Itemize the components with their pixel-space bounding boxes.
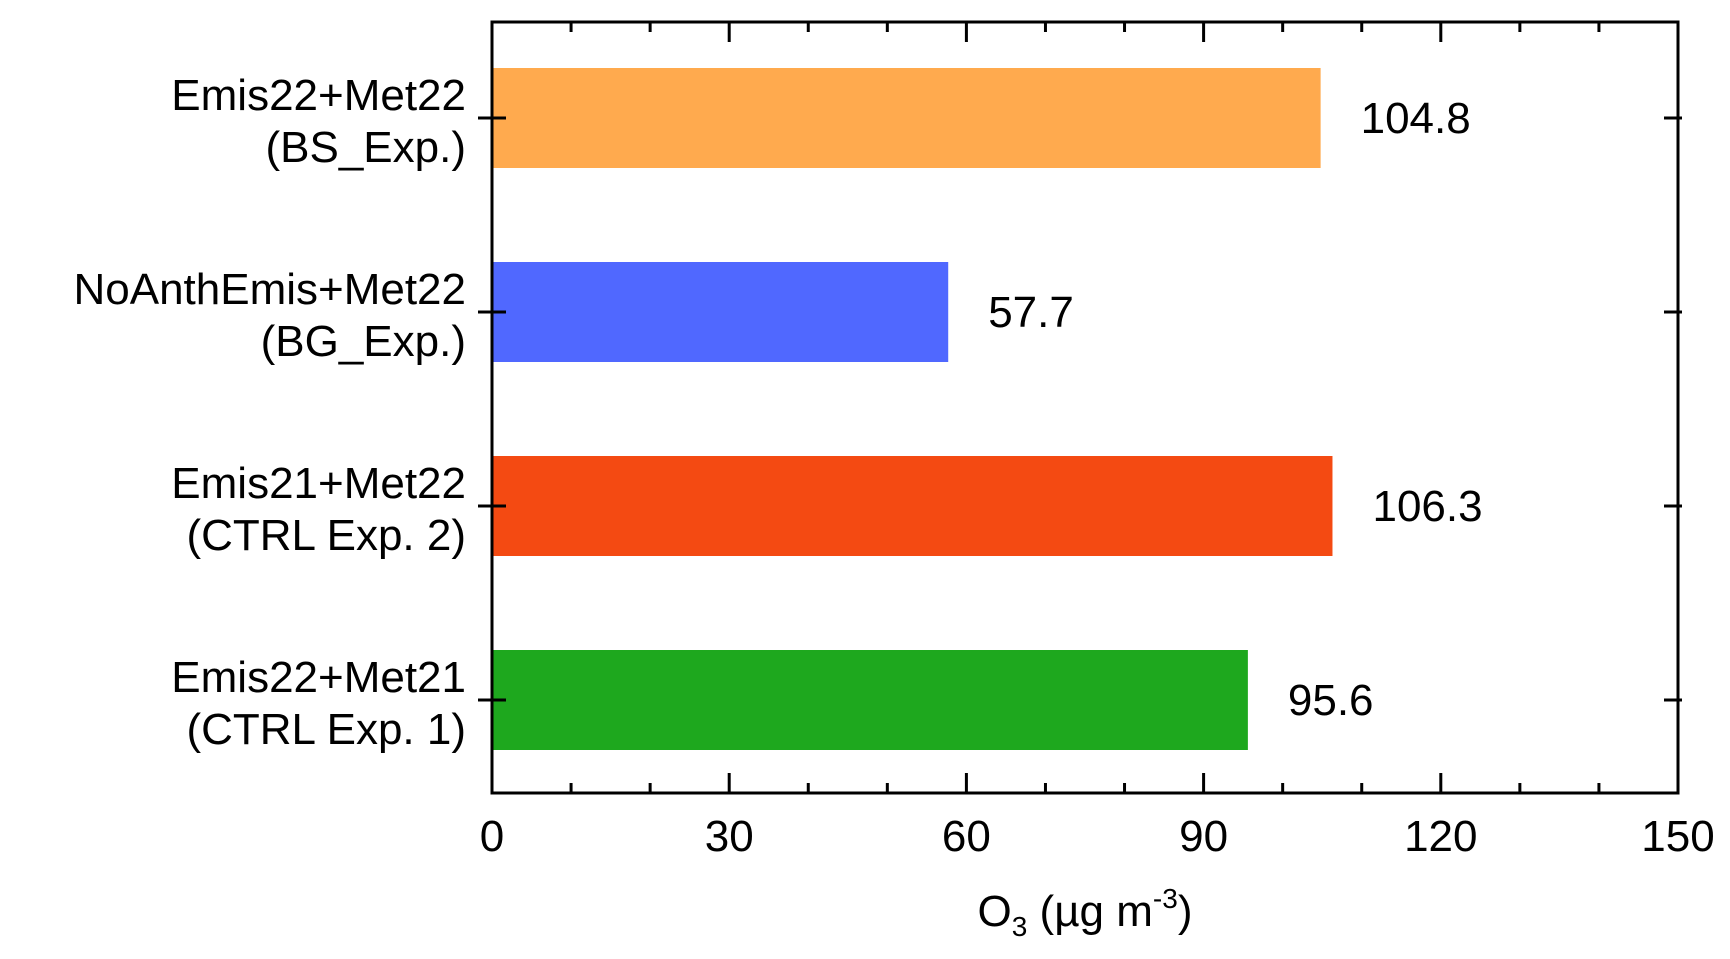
bar-value-label-2: 57.7 xyxy=(988,288,1074,337)
x-axis-title-unit-open: (µg m xyxy=(1027,887,1153,936)
x-tick-label-60: 60 xyxy=(942,812,991,861)
bar-1 xyxy=(492,68,1321,168)
x-axis-title-main: O xyxy=(978,887,1012,936)
category-label-3-line1: Emis21+Met22 xyxy=(171,459,466,508)
x-axis-title-subscript: 3 xyxy=(1012,911,1028,942)
bar-value-label-1: 104.8 xyxy=(1361,94,1471,143)
x-tick-label-0: 0 xyxy=(480,812,504,861)
category-label-1-line1: Emis22+Met22 xyxy=(171,71,466,120)
x-tick-label-90: 90 xyxy=(1179,812,1228,861)
x-tick-label-120: 120 xyxy=(1404,812,1477,861)
category-label-2-line1: NoAnthEmis+Met22 xyxy=(73,265,466,314)
category-label-1-line2: (BS_Exp.) xyxy=(265,123,466,172)
labels-layer: 104.8 Emis22+Met22(BS_Exp.) 57.7 NoAnthEmis… xyxy=(73,71,1482,754)
bar-2 xyxy=(492,262,949,362)
category-label-2-line2: (BG_Exp.) xyxy=(261,317,466,366)
x-axis-title-superscript: -3 xyxy=(1153,883,1178,914)
category-label-4-line1: Emis22+Met21 xyxy=(171,653,466,702)
bar-value-label-4: 95.6 xyxy=(1288,676,1374,725)
bar-3 xyxy=(492,456,1333,556)
bar-4 xyxy=(492,650,1248,750)
bars-layer xyxy=(492,68,1333,750)
category-label-4-line2: (CTRL Exp. 1) xyxy=(186,705,466,754)
category-label-3-line2: (CTRL Exp. 2) xyxy=(186,511,466,560)
plot-frame xyxy=(490,20,1680,795)
x-tick-label-150: 150 xyxy=(1641,812,1714,861)
x-tick-label-30: 30 xyxy=(705,812,754,861)
x-axis-title: O3 (µg m-3) xyxy=(978,883,1193,942)
axes-layer: 0 30 60 90 120 150 xyxy=(478,20,1715,861)
x-axis-title-unit-close: ) xyxy=(1178,887,1193,936)
bar-value-label-3: 106.3 xyxy=(1372,482,1482,531)
